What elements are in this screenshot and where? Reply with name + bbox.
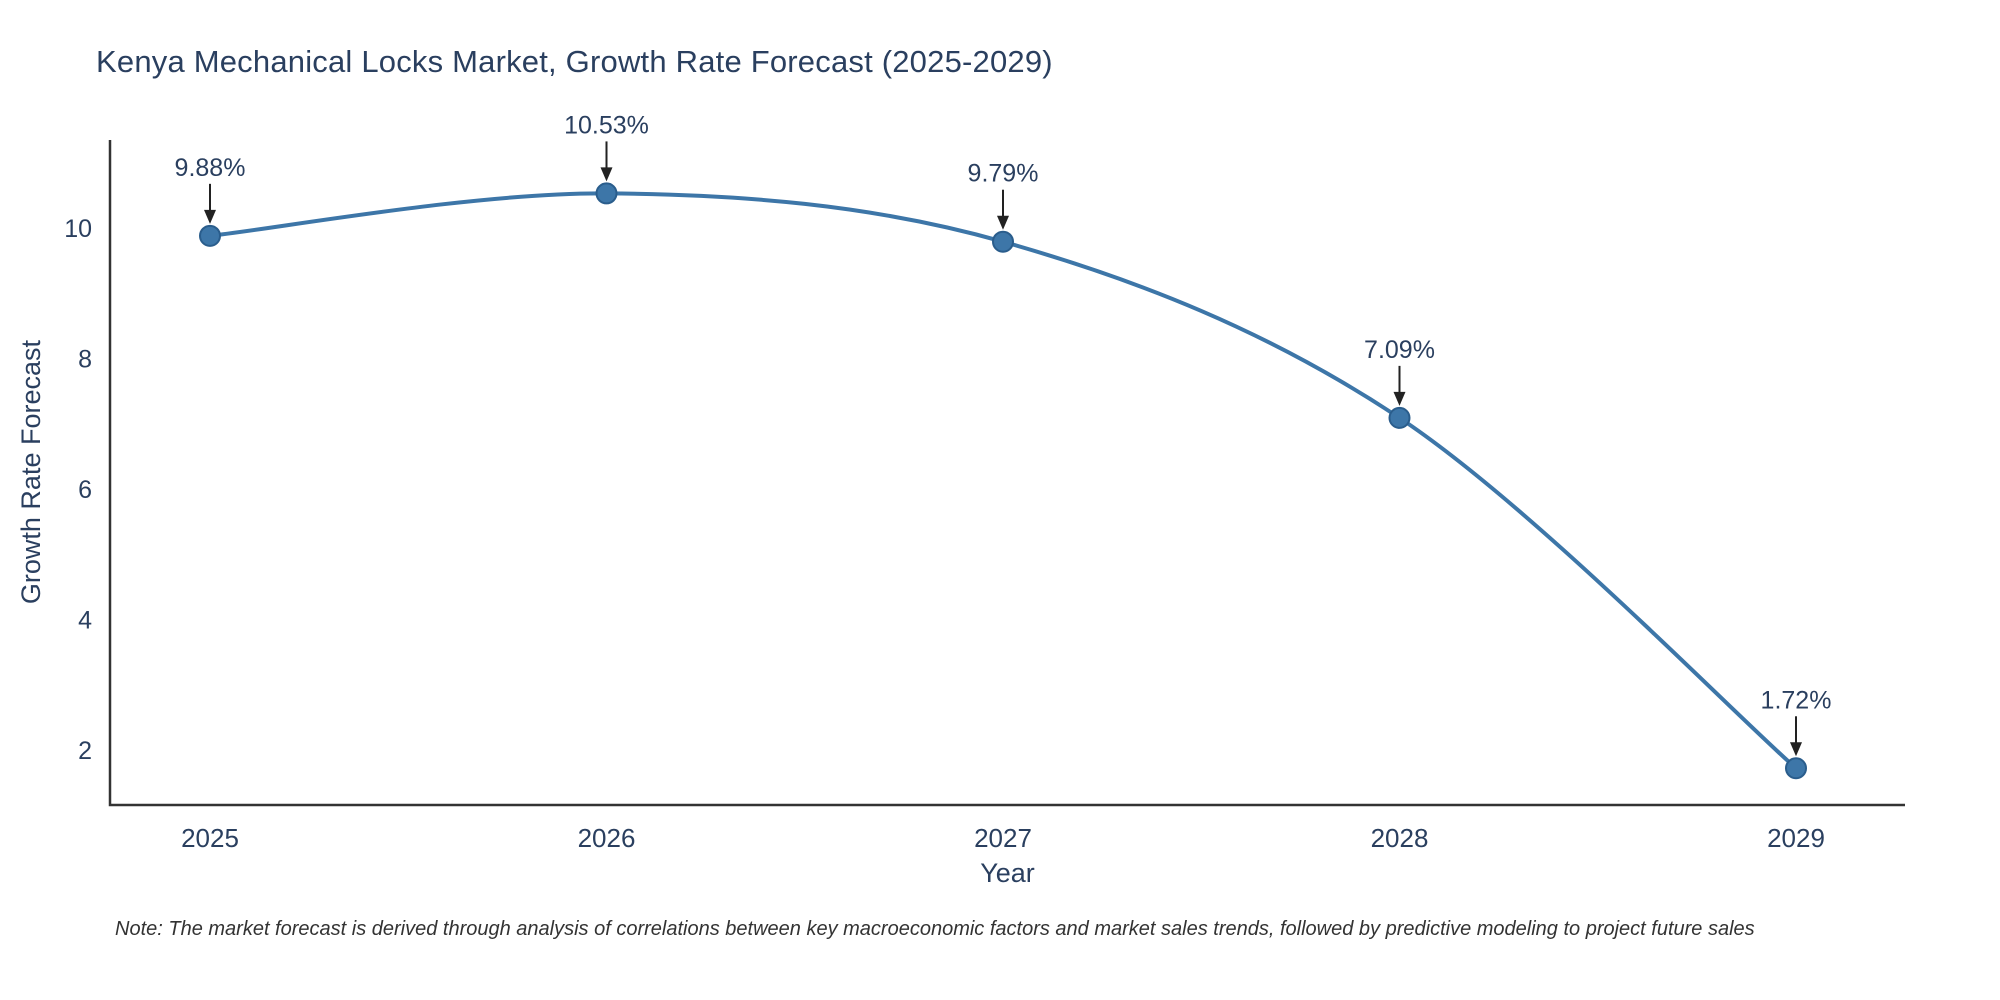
data-label: 7.09%	[1364, 336, 1435, 364]
data-point-marker	[992, 230, 1014, 253]
x-tick-label: 2029	[1767, 823, 1825, 853]
x-tick-label: 2026	[578, 823, 636, 853]
annotation-arrowhead	[1393, 391, 1406, 406]
data-label: 10.53%	[564, 111, 649, 139]
chart-title: Kenya Mechanical Locks Market, Growth Ra…	[96, 44, 1053, 79]
y-tick-label: 2	[78, 737, 92, 765]
data-point-marker	[1388, 406, 1411, 429]
data-label: 9.88%	[175, 154, 246, 182]
x-axis-title: Year	[980, 858, 1035, 888]
annotation-arrowhead	[600, 167, 613, 182]
x-tick-label: 2027	[974, 823, 1032, 853]
annotation-arrowhead	[1790, 742, 1802, 757]
y-tick-label: 8	[78, 346, 92, 374]
data-label: 1.72%	[1761, 686, 1832, 714]
footnote: Note: The market forecast is derived thr…	[115, 918, 1755, 940]
annotation-arrowhead	[997, 215, 1009, 230]
axis-spines	[108, 140, 1905, 807]
y-tick-label: 10	[64, 215, 92, 243]
series-line	[209, 191, 1798, 770]
data-point-marker	[199, 224, 221, 247]
x-tick-label: 2025	[181, 823, 239, 853]
annotation-arrowhead	[204, 209, 216, 224]
y-tick-label: 6	[78, 476, 92, 504]
y-tick-label: 4	[78, 607, 92, 635]
data-point-marker	[595, 182, 618, 205]
x-tick-label: 2028	[1371, 823, 1429, 853]
data-point-marker	[1785, 757, 1807, 780]
data-label: 9.79%	[968, 160, 1039, 188]
